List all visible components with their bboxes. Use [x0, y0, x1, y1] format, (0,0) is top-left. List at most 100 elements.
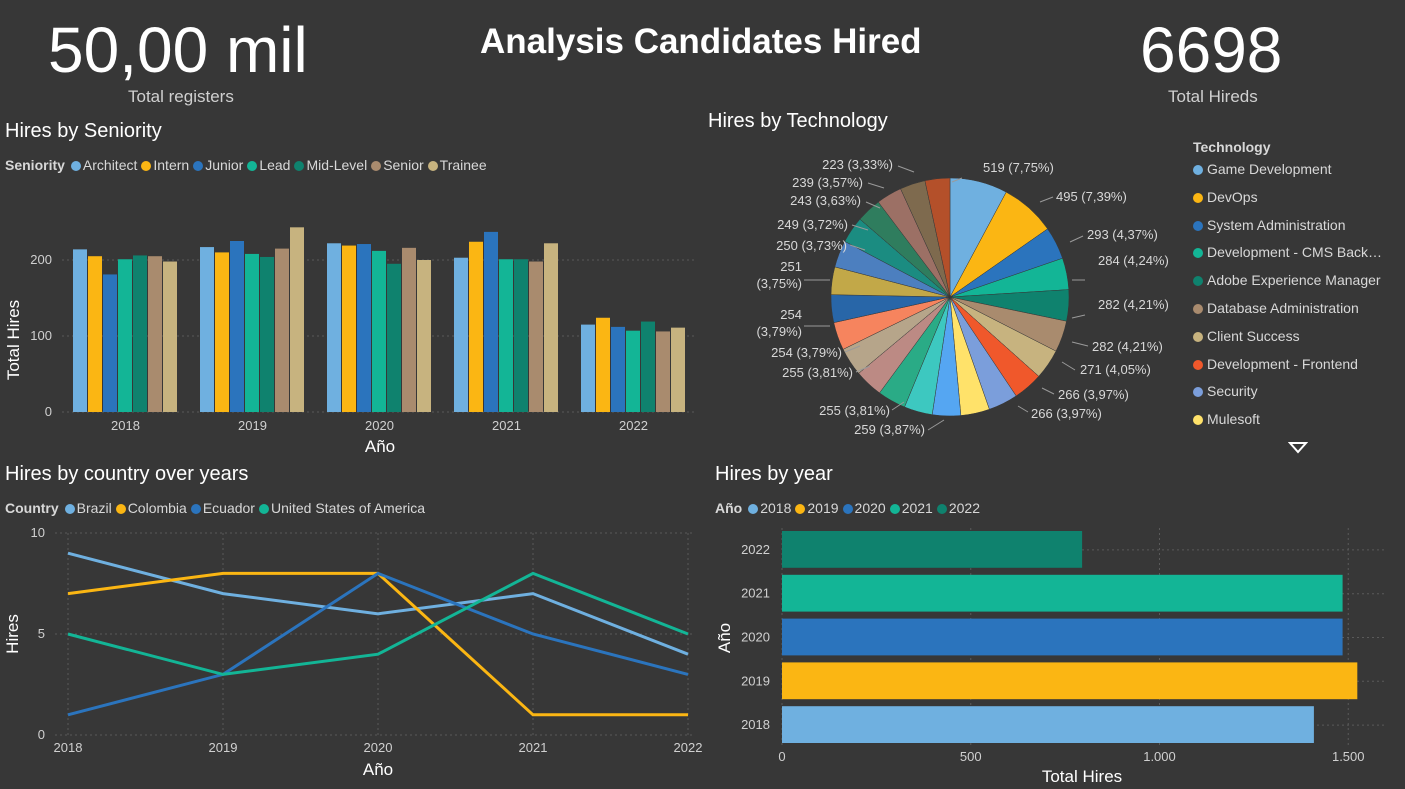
country-line-chart[interactable]: 0 5 10 2018 2019 2020 2021 2022 Año Hires — [0, 520, 705, 789]
leader-line — [891, 401, 905, 411]
leader-line — [865, 201, 881, 209]
technology-chart-title: Hires by Technology — [708, 110, 888, 132]
legend-dot — [247, 161, 258, 171]
x-tick-label: 2020 — [364, 740, 393, 755]
x-tick-label: 2020 — [365, 418, 394, 433]
legend-dot — [427, 161, 438, 171]
year-legend-item[interactable]: 2021 — [889, 500, 933, 516]
legend-dot — [1193, 248, 1203, 259]
pie-data-label: (3,79%) — [756, 324, 802, 339]
kpi-total-registers-value: 50,00 mil — [48, 14, 308, 86]
pie-data-label: 282 (4,21%) — [1092, 339, 1163, 354]
legend-label: 2020 — [854, 500, 886, 516]
y-tick-label: 200 — [30, 252, 52, 267]
country-legend-item[interactable]: United States of America — [258, 500, 425, 516]
country-legend-item[interactable]: Brazil — [64, 500, 112, 516]
x-tick-label: 2019 — [209, 740, 238, 755]
seniority-legend-item[interactable]: Intern — [141, 157, 189, 173]
pie-slice — [924, 177, 951, 298]
technology-pie-chart[interactable]: 519 (7,75%)495 (7,39%) 293 (4,37%) 284 (4,… — [700, 140, 1180, 450]
legend-more-button[interactable] — [1287, 440, 1309, 454]
country-legend-item[interactable]: Colombia — [115, 500, 187, 516]
leader-line — [1071, 314, 1086, 319]
legend-dot — [1193, 220, 1203, 231]
seniority-legend-item[interactable]: Senior — [371, 157, 424, 173]
legend-label: Client Success — [1207, 327, 1300, 344]
year-legend-item[interactable]: 2022 — [936, 500, 980, 516]
legend-label: 2022 — [948, 500, 980, 516]
y-axis-title: Hires — [3, 614, 22, 654]
legend-label: Development - Frontend — [1207, 355, 1358, 372]
legend-label: 2021 — [901, 500, 933, 516]
bar — [782, 574, 1343, 612]
technology-legend: Technology Game Development DevOps System A… — [1193, 139, 1388, 439]
bar — [529, 261, 543, 412]
technology-legend-item[interactable]: Game Development — [1193, 161, 1388, 189]
country-legend-title: Country — [5, 500, 59, 516]
legend-dot — [1193, 165, 1203, 175]
leader-line — [1069, 235, 1084, 243]
x-axis-title: Año — [363, 760, 393, 779]
pie-data-label: 251 — [780, 259, 802, 274]
legend-dot — [1193, 276, 1203, 287]
pie-data-label: 266 (3,97%) — [1031, 406, 1102, 421]
legend-dot — [842, 504, 853, 514]
bar — [148, 256, 162, 412]
legend-dot — [936, 504, 947, 514]
x-tick-label: 1.000 — [1143, 749, 1176, 764]
seniority-legend: Seniority Architect Intern Junior Lead Mid-Le… — [5, 157, 491, 173]
legend-label: Trainee — [439, 157, 487, 173]
legend-label: Security — [1207, 383, 1258, 400]
x-tick-label: 2018 — [111, 418, 140, 433]
seniority-legend-item[interactable]: Architect — [70, 157, 137, 173]
bar — [454, 257, 468, 412]
seniority-legend-item[interactable]: Mid-Level — [294, 157, 367, 173]
bar — [671, 327, 685, 412]
seniority-legend-item[interactable]: Junior — [193, 157, 243, 173]
y-axis-title: Año — [715, 623, 734, 653]
technology-legend-item[interactable]: Security — [1193, 383, 1388, 411]
technology-legend-item[interactable]: DevOps — [1193, 189, 1388, 217]
seniority-chart[interactable]: 0 100 200 2018 2019 2020 2021 2022 Año Total Hire… — [0, 180, 700, 460]
leader-line — [897, 165, 915, 173]
legend-dot — [795, 504, 806, 514]
bar — [641, 321, 655, 412]
technology-legend-item[interactable]: Client Success — [1193, 328, 1388, 356]
bar — [782, 618, 1343, 656]
leader-line — [855, 365, 871, 373]
country-legend-item[interactable]: Ecuador — [190, 500, 255, 516]
technology-legend-item[interactable]: Adobe Experience Manager — [1193, 272, 1388, 300]
technology-legend-item[interactable]: System Administration — [1193, 217, 1388, 245]
seniority-legend-item[interactable]: Trainee — [427, 157, 487, 173]
bar — [782, 531, 1083, 568]
x-tick-label: 2022 — [619, 418, 648, 433]
technology-legend-item[interactable]: Development - Frontend — [1193, 356, 1388, 384]
series-line — [67, 571, 689, 717]
pie-data-label: 284 (4,24%) — [1098, 253, 1169, 268]
seniority-chart-title: Hires by Seniority — [5, 120, 162, 142]
legend-label: DevOps — [1207, 188, 1258, 205]
leader-line — [867, 182, 885, 189]
bar — [245, 253, 259, 412]
year-bar-chart[interactable]: 0 500 1.000 1.500 2022 2021 2020 2019 2018 Total … — [705, 520, 1405, 789]
bar — [290, 227, 304, 412]
bar — [499, 259, 513, 412]
pie-data-label: 223 (3,33%) — [822, 157, 893, 172]
y-tick-label: 2020 — [741, 630, 770, 645]
legend-dot — [64, 504, 75, 514]
seniority-legend-item[interactable]: Lead — [247, 157, 290, 173]
technology-legend-item[interactable]: Mulesoft — [1193, 411, 1388, 439]
year-legend-item[interactable]: 2020 — [842, 500, 886, 516]
year-legend-item[interactable]: 2019 — [795, 500, 839, 516]
y-tick-label: 2018 — [741, 717, 770, 732]
x-tick-label: 2021 — [519, 740, 548, 755]
pie-data-label: 254 — [780, 307, 802, 322]
leader-line — [844, 345, 861, 353]
bar — [103, 274, 117, 412]
technology-legend-item[interactable]: Development - CMS Back… — [1193, 244, 1388, 272]
x-axis-title: Total Hires — [1042, 767, 1122, 786]
legend-dot — [1193, 415, 1203, 426]
leader-line — [1017, 405, 1029, 413]
technology-legend-item[interactable]: Database Administration — [1193, 300, 1388, 328]
year-legend-item[interactable]: 2018 — [748, 500, 791, 516]
